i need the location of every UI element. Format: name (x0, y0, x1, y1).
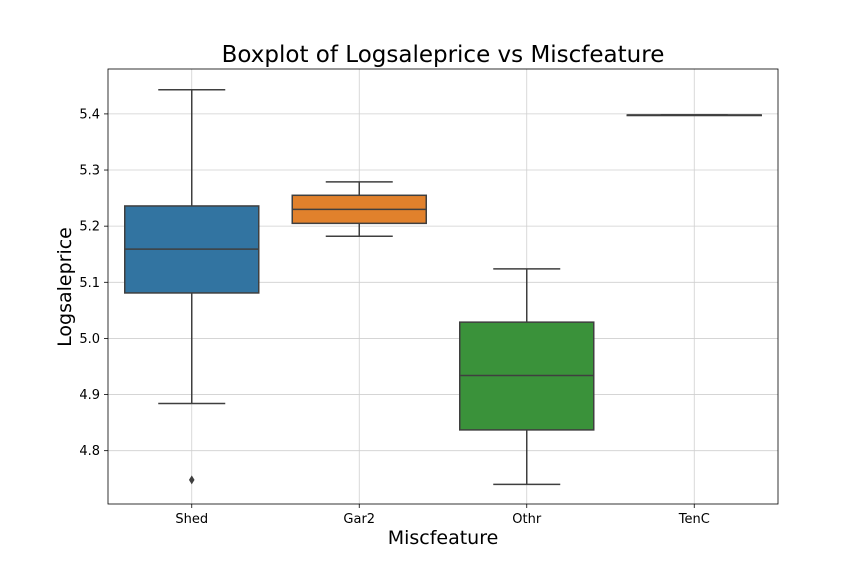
box-tenc (626, 114, 762, 117)
y-tick-label: 4.9 (79, 388, 100, 403)
y-tick-label: 4.8 (79, 444, 100, 459)
tick-layer: 4.8 4.9 5.0 5.1 5.2 5.3 5.4 Shed Gar2 Othr TenC (79, 107, 709, 527)
y-axis-label: Logsaleprice (54, 227, 76, 347)
x-tick-label: Gar2 (343, 512, 375, 527)
x-tick-label: Shed (175, 512, 208, 527)
box-gar2 (291, 181, 427, 238)
y-tick-label: 5.4 (79, 107, 100, 122)
chart-title: Boxplot of Logsaleprice vs Miscfeature (222, 42, 665, 68)
y-tick-label: 5.0 (79, 332, 100, 347)
y-tick-label: 5.2 (79, 220, 100, 235)
box-shed (124, 89, 260, 485)
y-tick-label: 5.3 (79, 164, 100, 179)
y-tick-label: 5.1 (79, 276, 100, 291)
x-axis-label: Miscfeature (388, 527, 499, 549)
x-tick-label: Othr (512, 512, 542, 527)
box-othr (459, 268, 595, 486)
plot-area-frame (107, 68, 779, 505)
x-tick-label: TenC (678, 512, 710, 527)
box-layer (124, 89, 762, 486)
outlier-point (188, 475, 195, 485)
